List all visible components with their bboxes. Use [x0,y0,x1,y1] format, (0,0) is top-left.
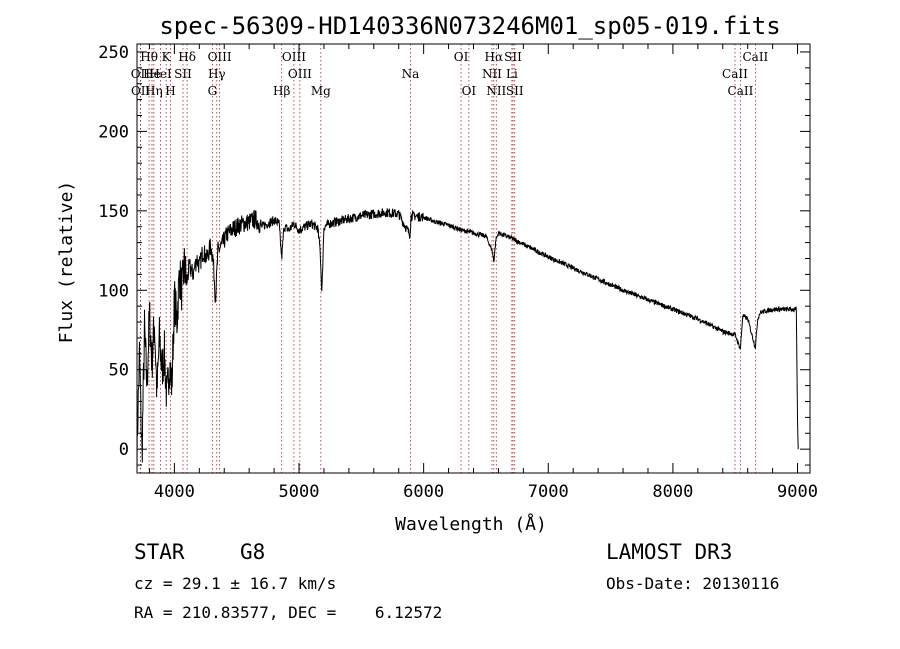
line-marker-label: Mg [311,84,331,98]
object-class: STAR [134,540,185,564]
line-marker-label: Li [506,67,518,81]
line-marker-label: G [208,84,218,98]
y-tick-label: 100 [98,281,129,301]
line-marker-label: OI [454,50,469,64]
line-marker-label: CaII [722,67,748,81]
line-marker-label: Na [402,67,420,81]
line-marker-label: Hγ [208,67,226,81]
x-tick-label: 8000 [652,482,693,502]
y-tick-label: 200 [98,122,129,142]
survey-name: LAMOST DR3 [606,540,733,564]
y-tick-label: 250 [98,43,129,63]
x-tick-label: 7000 [528,482,569,502]
line-marker-label: Hβ [273,84,290,98]
line-marker-label: H [165,84,175,98]
redshift-line: cz = 29.1 ± 16.7 km/s [134,574,337,593]
line-marker-label: SII [506,84,524,98]
line-marker-label: OIII [282,50,306,64]
x-axis-label: Wavelength (Å) [395,513,547,535]
y-tick-label: 150 [98,202,129,222]
chart-title: spec-56309-HD140336N073246M01_sp05-019.f… [159,12,780,40]
y-tick-label: 0 [119,440,129,460]
line-marker-label: OIII [208,50,232,64]
line-marker-label: Hθ [140,50,158,64]
flux-series-line [136,208,799,472]
line-marker-label: CaII [742,50,768,64]
x-tick-label: 6000 [403,482,444,502]
line-marker-label: HeI [149,67,172,81]
line-marker-label: SII [174,67,192,81]
y-tick-label: 50 [109,361,129,381]
coordinates: RA = 210.83577, DEC = 6.12572 [134,603,443,622]
x-tick-label: 4000 [154,482,195,502]
x-tick-label: 5000 [279,482,320,502]
line-marker-label: NII [486,84,506,98]
line-marker-label: NII [482,67,502,81]
line-marker-label: OII [131,84,151,98]
line-marker-label: K [162,50,172,64]
line-marker-label: Hδ [178,50,196,64]
object-subclass: G8 [240,540,266,564]
line-marker-label: OI [462,84,477,98]
line-marker-label: He [143,67,161,81]
y-axis-label: Flux (relative) [56,181,77,344]
x-tick-label: 9000 [777,482,818,502]
line-marker-label: OII [131,67,151,81]
line-marker-label: CaII [728,84,754,98]
line-marker-label: OIII [288,67,312,81]
line-marker-label: Hη [145,84,163,98]
line-marker-label: Hα [485,50,504,64]
observation-date: Obs-Date: 20130116 [606,574,780,593]
line-marker-label: SII [504,50,522,64]
plot-frame [136,43,811,474]
